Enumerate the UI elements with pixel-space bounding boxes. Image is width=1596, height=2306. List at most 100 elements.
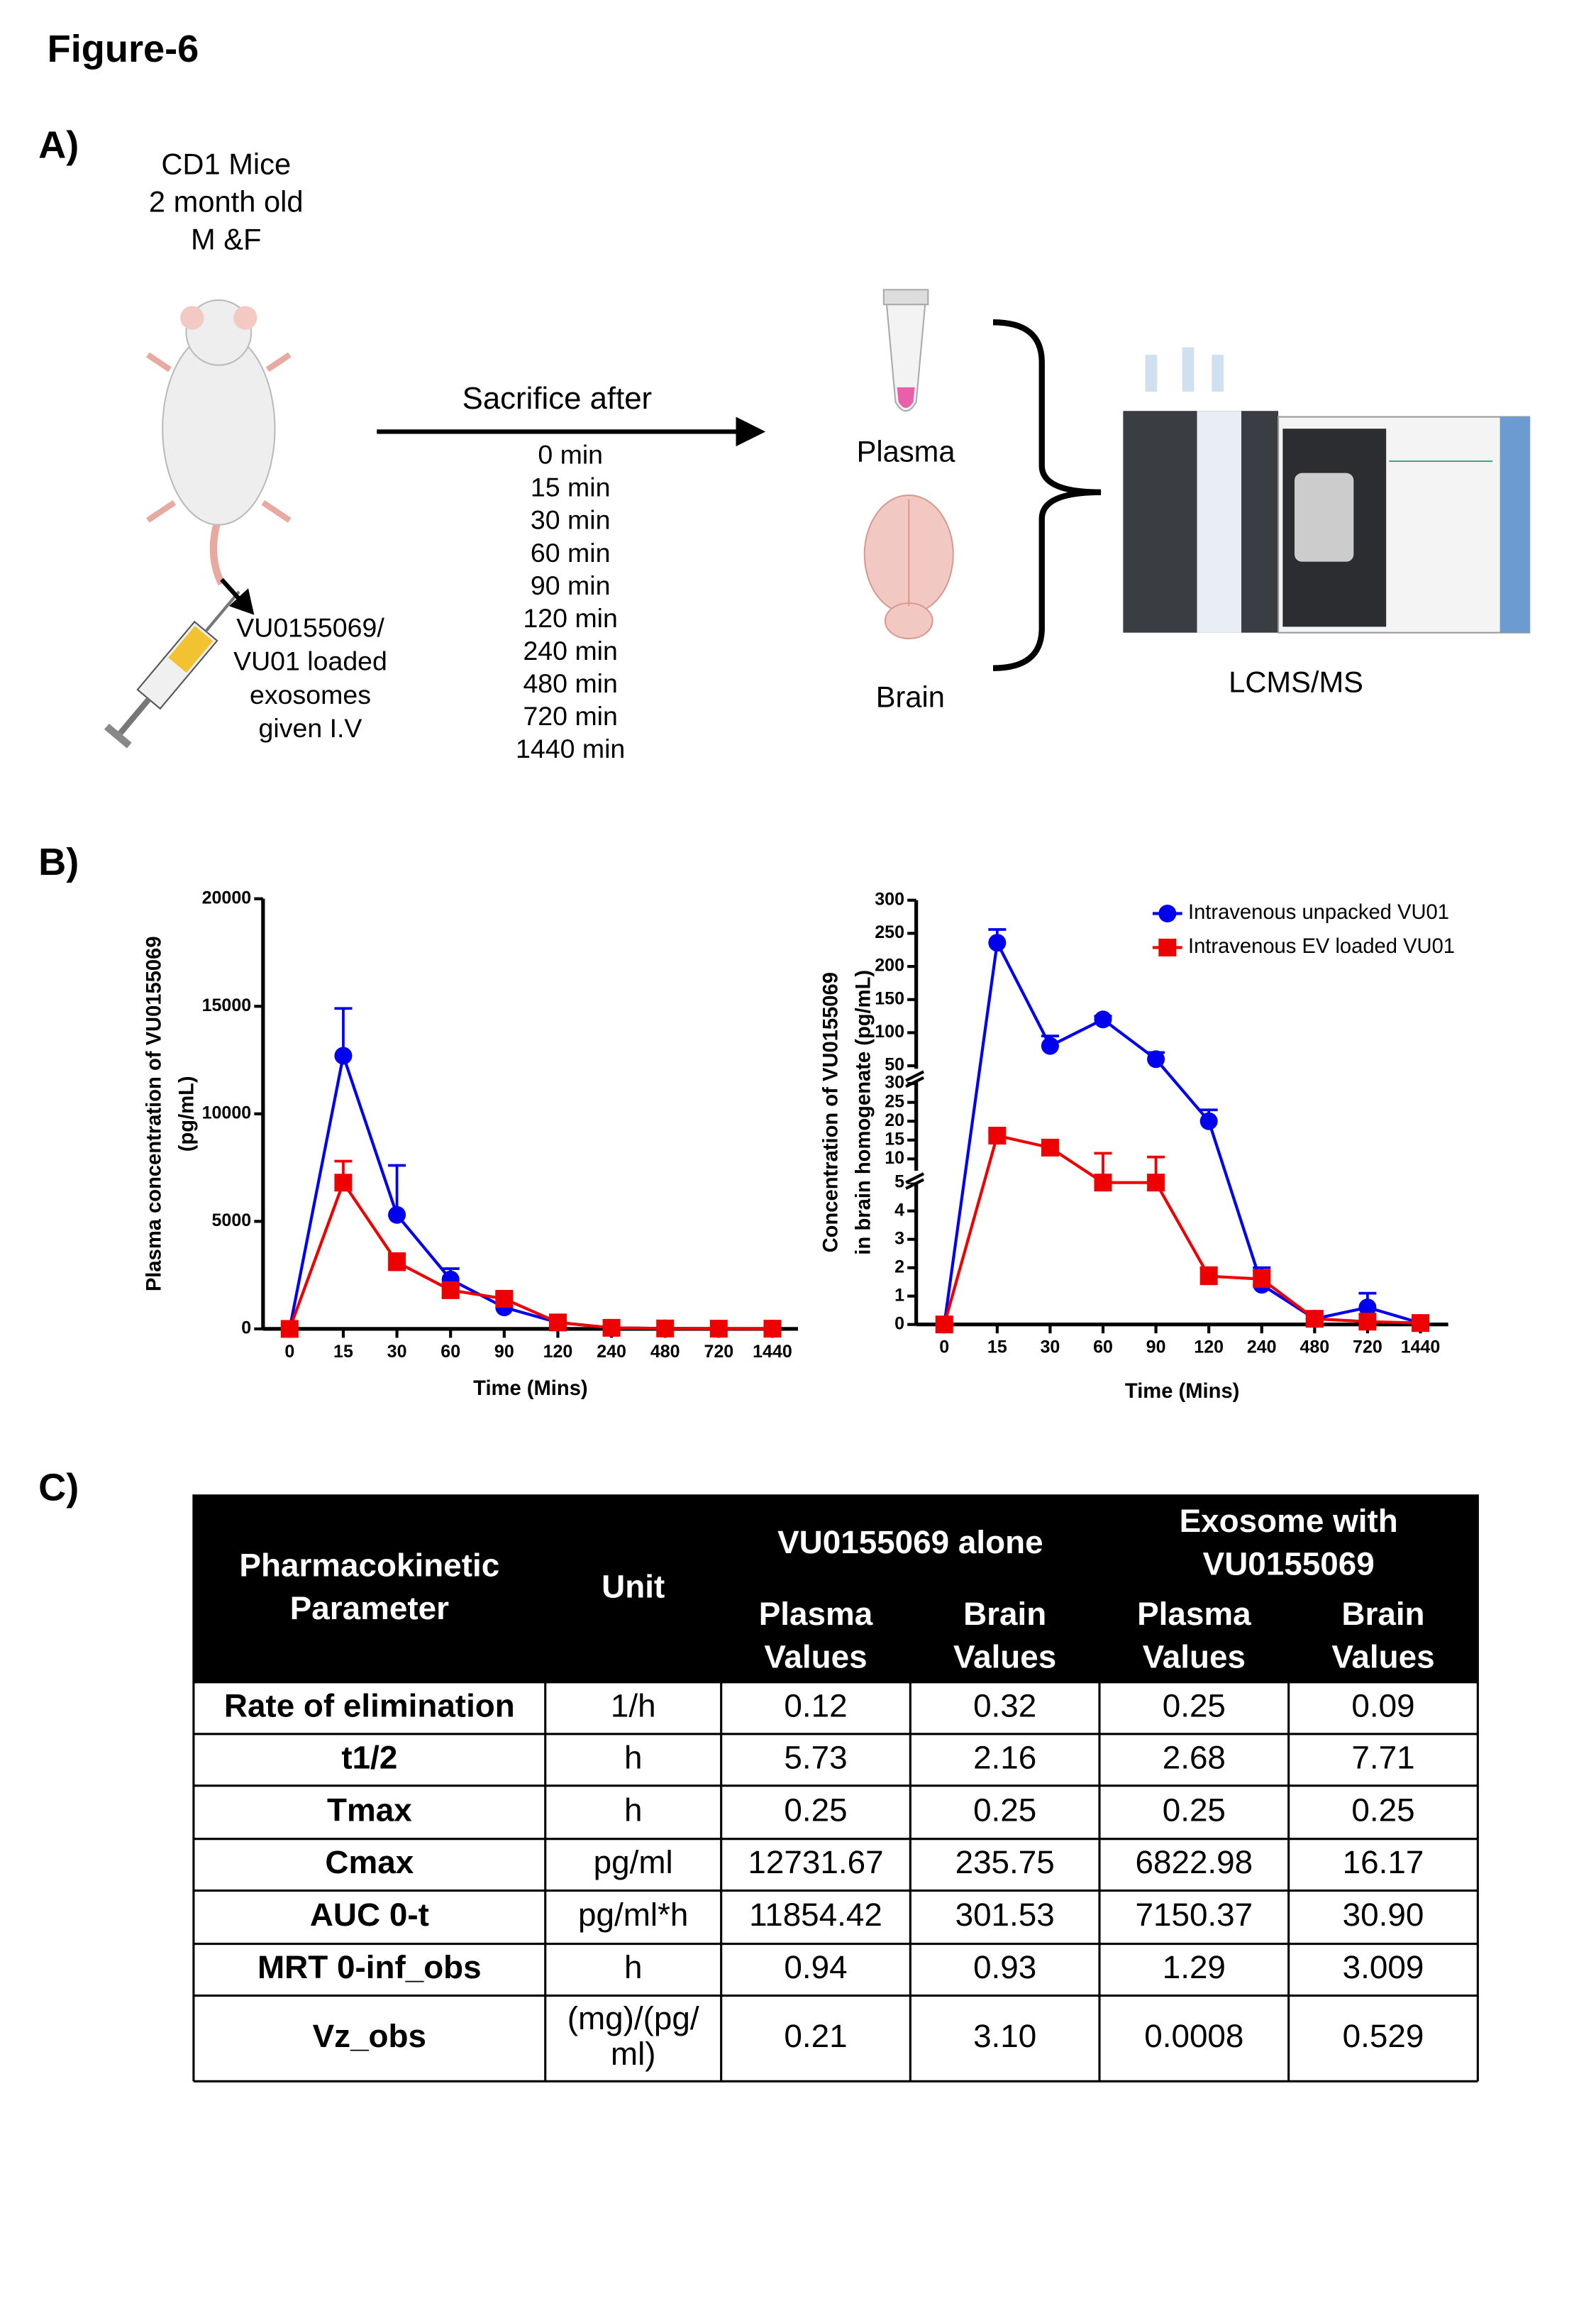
x-tick-label: 480 [1299,1337,1329,1357]
table-cell: (mg)/(pg/ [567,2000,699,2036]
y-tick-label: 30 [885,1073,904,1093]
marker [1041,1138,1059,1157]
marker [988,934,1007,952]
y-tick-label: 25 [885,1091,904,1111]
table-header [193,1494,1478,1682]
table-cell: 235.75 [955,1844,1055,1880]
x-tick-label: 60 [1093,1337,1113,1357]
lcms-icon [1123,347,1531,634]
x-tick-label: 480 [650,1342,680,1362]
x-axis-label: Time (Mins) [473,1377,587,1400]
x-tick-label: 90 [494,1342,514,1362]
table-cell: Tmax [327,1792,412,1828]
table-cell: 1/h [611,1687,656,1723]
y-tick-label: 100 [875,1022,904,1042]
marker [988,1127,1007,1145]
subject-text: CD1 Mice [161,147,291,180]
series-line [943,1134,1421,1325]
marker [334,1174,353,1192]
x-tick-label: 15 [987,1337,1007,1357]
table-cell: h [624,1949,642,1985]
y-tick-label: 300 [875,889,904,909]
injection-text: given I.V [259,713,362,743]
table-cell: 5.73 [784,1739,847,1775]
legend-marker [1158,905,1177,922]
table-cell: t1/2 [341,1739,397,1775]
marker [388,1206,406,1224]
sample-label: Brain [876,680,945,713]
marker [1305,1310,1324,1328]
legend-marker [1158,938,1177,956]
header-cell: Values [1143,1639,1246,1675]
y-tick-label: 10000 [202,1103,252,1122]
y-tick-label: 4 [894,1200,904,1220]
table-cell: 2.68 [1163,1739,1226,1775]
marker [1094,1174,1112,1192]
timepoint: 30 min [531,505,611,535]
marker [1094,1010,1112,1029]
y-tick-label: 20000 [202,888,252,907]
table-cell: 0.94 [784,1949,847,1985]
sample-label: Plasma [857,435,956,468]
table-cell: h [624,1792,642,1828]
syringe-icon [104,590,240,749]
header-group: Exosome with [1180,1503,1398,1539]
table-cell: 0.93 [973,1949,1036,1985]
table-cell: 0.32 [973,1687,1036,1723]
table-cell: 0.21 [784,2018,847,2054]
table-cell: 6822.98 [1135,1844,1253,1880]
header-cell: Unit [602,1569,665,1605]
y-tick-label: 1 [894,1285,904,1305]
y-tick-label: 0 [894,1313,904,1333]
subject-text: M &F [191,223,262,256]
x-tick-label: 0 [939,1337,949,1357]
table-cell: 301.53 [955,1897,1055,1933]
table-cell: 12731.67 [748,1844,883,1880]
table-cell: Cmax [325,1844,414,1880]
marker [280,1320,299,1338]
table-cell: 0.25 [1163,1792,1226,1828]
table-cell: AUC 0-t [310,1897,429,1933]
subject-text: 2 month old [149,185,304,219]
table-cell: pg/ml [594,1844,673,1880]
marker [548,1313,567,1332]
y-tick-label: 0 [241,1318,251,1338]
marker [334,1047,353,1065]
table-cell: 0.09 [1351,1687,1414,1723]
x-tick-label: 720 [704,1342,733,1362]
y-axis-label: (pg/mL) [175,1076,198,1152]
y-axis-label: Plasma concentration of VU0155069 [143,936,165,1291]
header-cell: Values [953,1639,1056,1675]
x-tick-label: 30 [1041,1337,1060,1357]
x-tick-label: 1440 [1401,1337,1441,1357]
y-axis-label: Concentration of VU0155069 [820,972,843,1252]
header-group: VU0155069 alone [777,1524,1043,1560]
mouse-icon [146,299,292,586]
marker [1253,1270,1271,1289]
x-tick-label: 60 [440,1342,460,1362]
injection-text: exosomes [250,680,371,710]
axis-break [905,1172,925,1184]
panel-label: C) [38,1466,79,1508]
timepoint: 90 min [531,570,611,600]
marker [709,1320,728,1338]
timepoint: 720 min [523,701,617,731]
marker [763,1320,782,1338]
y-tick-label: 50 [885,1055,904,1075]
series-line [943,937,1422,1325]
table-cell: 0.25 [784,1792,847,1828]
x-tick-label: 240 [597,1342,626,1362]
table-cell: 11854.42 [749,1897,882,1933]
table-cell: 1.29 [1163,1949,1226,1985]
marker [1147,1050,1165,1069]
table-cell: 30.90 [1343,1897,1424,1933]
header-cell: Plasma [759,1596,873,1632]
y-tick-label: 250 [875,922,904,942]
header-group: VU0155069 [1203,1545,1375,1582]
x-tick-label: 15 [333,1342,353,1362]
y-tick-label: 10 [885,1148,904,1168]
table-cell: MRT 0-inf_obs [257,1949,482,1985]
x-tick-label: 720 [1353,1337,1382,1357]
y-tick-label: 15000 [202,995,252,1015]
legend-label: Intravenous unpacked VU01 [1188,901,1449,924]
